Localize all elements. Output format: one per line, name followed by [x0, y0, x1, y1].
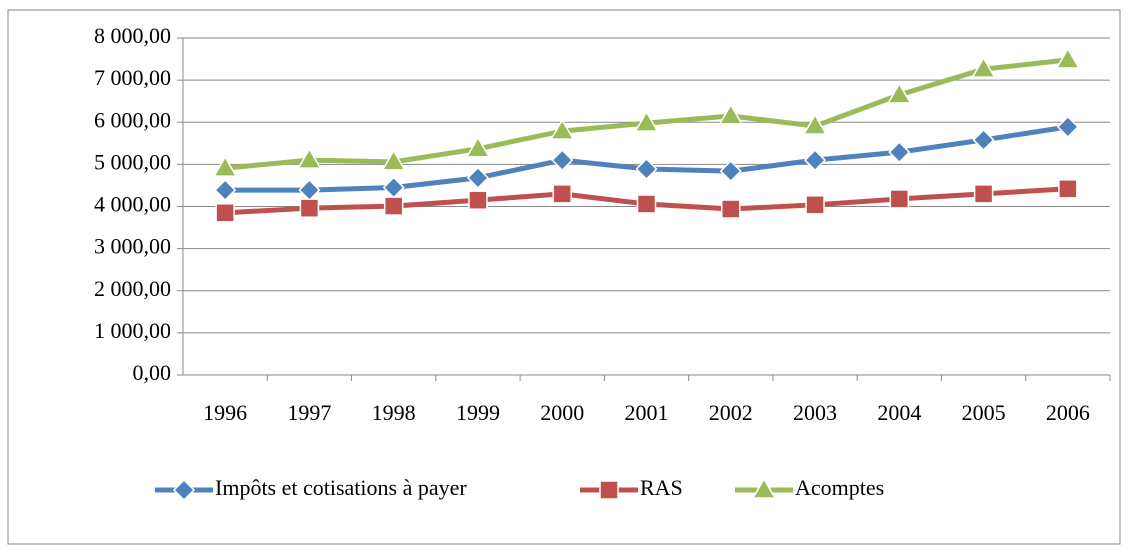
marker: [1055, 47, 1081, 69]
marker: [215, 203, 235, 223]
x-tick-label: 1998: [372, 400, 416, 425]
marker: [468, 190, 488, 210]
marker: [635, 157, 658, 181]
x-tick-label: 2005: [962, 400, 1006, 425]
marker: [599, 480, 619, 500]
marker: [1058, 179, 1078, 199]
marker: [465, 136, 491, 158]
marker: [552, 184, 572, 204]
marker: [299, 198, 320, 218]
marker: [1056, 115, 1079, 138]
y-tick-label: 5 000,00: [94, 149, 171, 174]
x-tick-label: 1997: [287, 400, 331, 425]
marker: [889, 189, 910, 209]
x-tick-label: 2002: [709, 400, 753, 425]
legend-label: Acomptes: [795, 475, 884, 500]
chart-frame: [7, 9, 1121, 545]
marker: [973, 184, 994, 204]
y-tick-label: 4 000,00: [94, 192, 171, 217]
marker: [971, 56, 996, 78]
marker: [751, 477, 777, 499]
marker: [719, 160, 742, 183]
marker: [888, 141, 911, 164]
y-tick-label: 8 000,00: [94, 23, 171, 48]
y-tick-label: 2 000,00: [94, 276, 171, 301]
marker: [297, 147, 322, 169]
legend-label: Impôts et cotisations à payer: [215, 475, 467, 500]
x-tick-label: 1996: [203, 400, 247, 425]
marker: [383, 196, 404, 216]
marker: [721, 199, 741, 219]
y-tick-label: 3 000,00: [94, 234, 171, 259]
y-tick-label: 7 000,00: [94, 65, 171, 90]
marker: [636, 194, 657, 214]
marker: [549, 118, 575, 140]
marker: [887, 82, 912, 104]
marker: [718, 103, 744, 125]
x-tick-label: 2000: [540, 400, 584, 425]
x-tick-label: 2001: [625, 400, 669, 425]
x-tick-label: 1999: [456, 400, 500, 425]
y-tick-label: 6 000,00: [94, 107, 171, 132]
marker: [803, 149, 827, 172]
legend-label: RAS: [640, 475, 683, 500]
marker: [802, 113, 828, 135]
marker: [805, 195, 825, 215]
marker: [172, 478, 196, 502]
marker: [551, 149, 574, 172]
marker: [634, 110, 659, 132]
y-tick-label: 1 000,00: [94, 318, 171, 343]
marker: [212, 155, 238, 177]
marker: [466, 166, 490, 189]
x-tick-label: 2003: [793, 400, 837, 425]
x-tick-label: 2004: [877, 400, 921, 425]
x-tick-label: 2006: [1046, 400, 1090, 425]
y-tick-label: 0,00: [133, 360, 172, 385]
marker: [381, 149, 406, 171]
marker: [972, 128, 995, 152]
marker: [214, 179, 237, 202]
